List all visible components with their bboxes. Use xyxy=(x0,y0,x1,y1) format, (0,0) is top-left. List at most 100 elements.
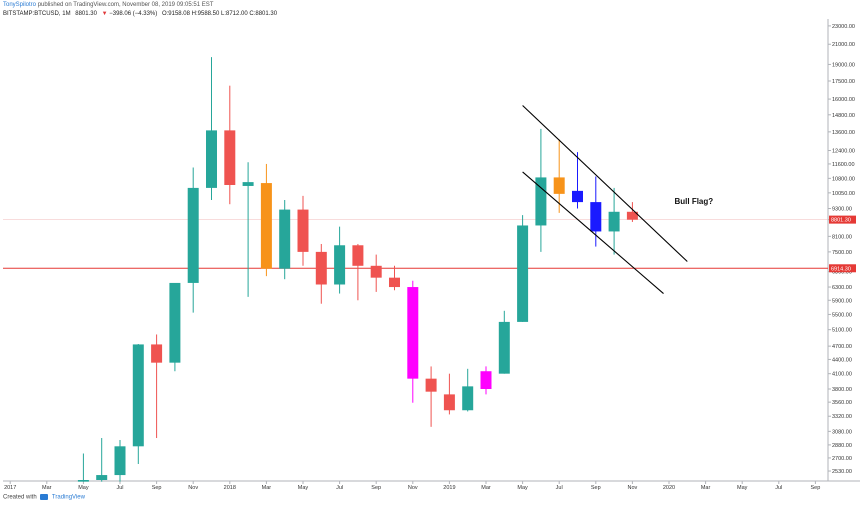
candle[interactable] xyxy=(498,310,510,374)
candle[interactable] xyxy=(352,243,364,301)
y-tick-label: 4700.00 xyxy=(832,344,852,350)
symbol-label: BITSTAMP:BTCUSD, 1M xyxy=(3,11,71,17)
candle[interactable] xyxy=(425,366,437,427)
x-tick-label: 2018 xyxy=(224,485,236,491)
y-tick-label: 14800.00 xyxy=(832,113,855,119)
candle[interactable] xyxy=(443,373,455,415)
candle[interactable] xyxy=(462,368,474,412)
y-tick-label: 16000.00 xyxy=(832,97,855,103)
candle[interactable] xyxy=(553,139,565,213)
trendline xyxy=(522,171,664,294)
candle-body xyxy=(443,394,455,411)
candle[interactable] xyxy=(187,167,199,313)
candle[interactable] xyxy=(535,128,547,252)
x-tick-label: May xyxy=(298,485,309,491)
y-tick-label: 9300.00 xyxy=(832,207,852,213)
candle[interactable] xyxy=(590,176,602,247)
candle[interactable] xyxy=(572,152,583,209)
candle-body xyxy=(242,182,254,186)
candle[interactable] xyxy=(96,438,108,482)
candle-body xyxy=(572,190,583,203)
candle-body xyxy=(187,187,199,283)
candle[interactable] xyxy=(279,200,291,280)
candle-body xyxy=(553,177,565,194)
candle-body xyxy=(352,245,364,266)
publish-text: published on TradingView.com, November 0… xyxy=(36,2,214,8)
candle[interactable] xyxy=(315,243,327,304)
candle[interactable] xyxy=(370,254,382,292)
y-tick-label: 4400.00 xyxy=(832,357,852,363)
y-tick-label: 3320.00 xyxy=(832,414,852,420)
candle[interactable] xyxy=(132,343,144,464)
candle[interactable] xyxy=(224,85,236,205)
candle[interactable] xyxy=(626,202,638,222)
x-tick-label: May xyxy=(737,485,748,491)
y-tick-label: 19000.00 xyxy=(832,62,855,68)
candle[interactable] xyxy=(206,57,217,201)
candle[interactable] xyxy=(114,440,126,482)
candle[interactable] xyxy=(242,162,254,297)
candle-body xyxy=(169,282,181,363)
x-tick-label: Mar xyxy=(701,485,711,491)
y-tick-label: 10800.00 xyxy=(832,176,855,182)
tradingview-brand[interactable]: TradingView xyxy=(51,494,85,501)
y-tick-label: 6300.00 xyxy=(832,285,852,291)
y-tick-label: 17500.00 xyxy=(832,79,855,85)
candle[interactable] xyxy=(608,187,620,255)
x-tick-label: Jul xyxy=(556,485,563,491)
y-tick-label: 4100.00 xyxy=(832,372,852,378)
y-tick-label: 2880.00 xyxy=(832,443,852,449)
level-price-badge: 6914.30 xyxy=(831,266,851,272)
candle[interactable] xyxy=(517,215,529,322)
x-tick-label: Nov xyxy=(628,485,638,491)
candle-body xyxy=(151,344,163,363)
candle[interactable] xyxy=(151,334,163,439)
footer: Created with TradingView xyxy=(3,494,85,501)
y-tick-label: 12400.00 xyxy=(832,148,855,154)
y-tick-label: 5500.00 xyxy=(832,312,852,318)
y-tick-label: 21000.00 xyxy=(832,42,855,48)
candle[interactable] xyxy=(260,163,272,277)
x-tick-label: May xyxy=(517,485,528,491)
author-link[interactable]: TonySpilotro xyxy=(3,2,37,8)
x-tick-label: 2020 xyxy=(663,485,675,491)
x-tick-label: Nov xyxy=(188,485,198,491)
y-tick-label: 3800.00 xyxy=(832,387,852,393)
candle[interactable] xyxy=(169,282,181,372)
y-tick-label: 5100.00 xyxy=(832,328,852,334)
y-tick-label: 5900.00 xyxy=(832,298,852,304)
x-tick-label: Mar xyxy=(262,485,272,491)
candle-body xyxy=(334,245,346,285)
candle-body xyxy=(132,344,144,447)
candle-body xyxy=(297,209,309,252)
down-arrow-icon: ▼ xyxy=(101,11,108,17)
candle[interactable] xyxy=(334,226,346,294)
y-tick-label: 3080.00 xyxy=(832,429,852,435)
candle-body xyxy=(77,480,89,482)
candle-body xyxy=(425,378,437,392)
candle[interactable] xyxy=(77,453,89,482)
current-price-badge: 8801.30 xyxy=(831,218,851,224)
y-tick-label: 3560.00 xyxy=(832,400,852,406)
last-price: 8801.30 xyxy=(75,11,97,17)
candle[interactable] xyxy=(480,366,492,395)
x-tick-label: Mar xyxy=(42,485,52,491)
candle-body xyxy=(590,202,602,232)
x-tick-label: Sep xyxy=(152,485,162,491)
candle[interactable] xyxy=(297,195,309,266)
trendline xyxy=(522,105,688,262)
level-price-badge-bg xyxy=(829,264,856,273)
y-tick-label: 8100.00 xyxy=(832,234,852,240)
candle[interactable] xyxy=(389,265,400,291)
current-price-badge-bg xyxy=(829,215,856,224)
y-tick-label: 13600.00 xyxy=(832,130,855,136)
y-tick-label: 6800.00 xyxy=(832,270,852,276)
publish-info: TonySpilotro published on TradingView.co… xyxy=(3,2,213,8)
x-tick-label: Sep xyxy=(591,485,601,491)
candle-body xyxy=(480,371,492,389)
x-tick-label: Sep xyxy=(371,485,381,491)
candle[interactable] xyxy=(407,280,419,403)
x-tick-label: 2017 xyxy=(4,485,16,491)
x-tick-label: Nov xyxy=(408,485,418,491)
